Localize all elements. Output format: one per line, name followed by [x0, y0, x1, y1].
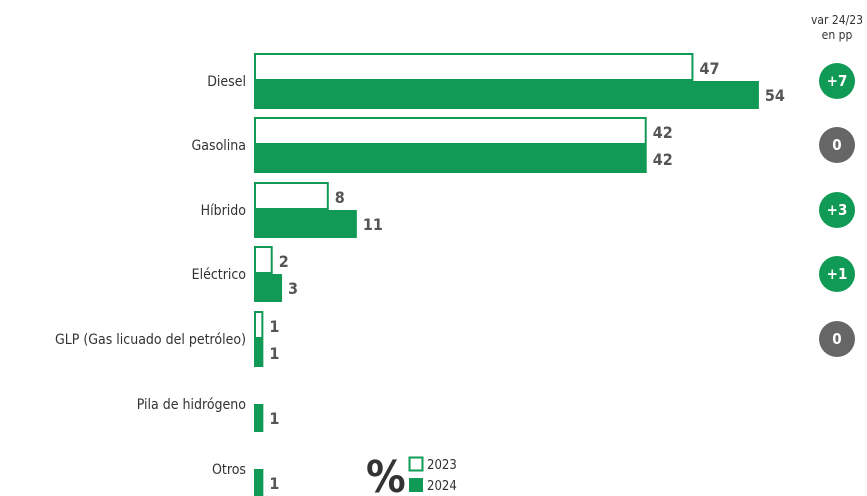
variation-header-line2: en pp: [822, 28, 853, 42]
variation-badge-glp-gas-licuado-del-petroleo: [819, 321, 855, 357]
category-label-pila-de-hidrogeno: Pila de hidrógeno: [137, 397, 247, 413]
bar-2023-electrico: [254, 246, 273, 274]
category-label-glp-gas-licuado-del-petroleo: GLP (Gas licuado del petróleo): [55, 332, 246, 348]
bar-2023-hibrido: [254, 182, 329, 210]
bars-group: [254, 53, 759, 496]
bar-2024-glp-gas-licuado-del-petroleo: [254, 339, 264, 367]
legend-swatch-2024: [409, 478, 423, 492]
variation-value-glp-gas-licuado-del-petroleo: 0: [832, 330, 841, 348]
variation-value-gasolina: 0: [832, 136, 841, 154]
category-label-otros: Otros: [212, 462, 246, 478]
value-label-2024-gasolina: 42: [653, 150, 673, 169]
bar-2024-gasolina: [254, 145, 647, 173]
legend-label-2023: 2023: [427, 458, 457, 473]
variation-badge-hibrido: [819, 192, 855, 228]
variation-column: var 24/23 en pp +7 0 +3 +1 0: [811, 13, 863, 357]
legend-label-2024: 2024: [427, 479, 457, 494]
value-label-2023-electrico: 2: [279, 252, 289, 271]
value-label-2024-otros: 1: [269, 474, 279, 493]
bar-2023-glp-gas-licuado-del-petroleo: [254, 311, 264, 339]
variation-value-hibrido: +3: [827, 201, 848, 219]
value-label-2023-diesel: 47: [699, 59, 719, 78]
legend-swatch-2023: [408, 456, 424, 472]
category-label-diesel: Diesel: [207, 74, 246, 90]
value-label-2024-pila-de-hidrogeno: 1: [269, 409, 279, 428]
bar-2024-otros: [254, 469, 264, 496]
value-label-2023-hibrido: 8: [335, 188, 345, 207]
legend: % 2023 2024: [366, 452, 457, 496]
value-label-2023-gasolina: 42: [653, 123, 673, 142]
category-label-electrico: Eléctrico: [192, 267, 247, 283]
variation-badge-gasolina: [819, 127, 855, 163]
variation-badge-electrico: [819, 256, 855, 292]
value-label-2023-glp-gas-licuado-del-petroleo: 1: [269, 317, 279, 336]
category-label-hibrido: Híbrido: [201, 203, 247, 219]
category-label-gasolina: Gasolina: [192, 138, 246, 154]
labels-group: Diesel4754Gasolina4242Híbrido811Eléctric…: [55, 59, 785, 493]
variation-value-diesel: +7: [827, 72, 848, 90]
variation-value-electrico: +1: [827, 265, 848, 283]
bar-2024-diesel: [254, 81, 759, 109]
variation-badge-diesel: [819, 63, 855, 99]
variation-header-line1: var 24/23: [811, 13, 863, 27]
bar-2023-gasolina: [254, 117, 647, 145]
value-label-2024-hibrido: 11: [363, 215, 383, 234]
bar-2024-electrico: [254, 274, 283, 302]
percent-unit-sign: %: [366, 452, 406, 496]
value-label-2024-electrico: 3: [288, 279, 298, 298]
bar-2024-pila-de-hidrogeno: [254, 404, 264, 432]
value-label-2024-glp-gas-licuado-del-petroleo: 1: [269, 344, 279, 363]
bar-2024-hibrido: [254, 210, 357, 238]
value-label-2024-diesel: 54: [765, 86, 785, 105]
bar-2023-diesel: [254, 53, 694, 81]
